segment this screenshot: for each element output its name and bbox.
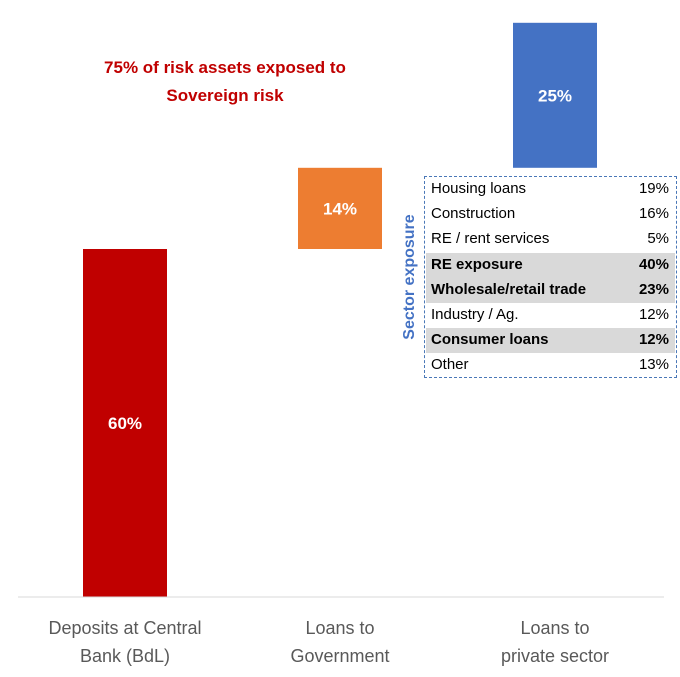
sector-row-value: 19% xyxy=(638,180,669,197)
sector-row-value: 23% xyxy=(638,280,669,298)
x-tick-label-line: private sector xyxy=(500,646,610,666)
sector-exposure-table: Housing loans 19% Construction 16% RE / rent… xyxy=(424,176,677,378)
data-label-2: 14% xyxy=(323,199,357,218)
x-tick-label-line: Loans to xyxy=(305,618,375,638)
bars-group: 60% 14% 25% xyxy=(83,22,597,597)
sector-row-value: 5% xyxy=(647,230,669,248)
sector-row: Industry / Ag. 12% xyxy=(426,303,675,328)
sector-row-label: RE exposure xyxy=(431,255,523,273)
bar-1 xyxy=(83,249,167,597)
x-tick-label-deposits: Deposits at Central Bank (BdL) xyxy=(25,614,225,670)
sector-row-value: 12% xyxy=(638,306,669,323)
bar-3 xyxy=(513,22,597,168)
sector-row: Other 13% xyxy=(426,353,675,378)
annotation-line-1: 75% of risk assets exposed to xyxy=(104,58,346,77)
data-label-3: 25% xyxy=(538,86,572,105)
sector-row-label: RE / rent services xyxy=(431,230,550,248)
sector-row: Housing loans 19% xyxy=(426,177,675,202)
annotation-line-2: Sovereign risk xyxy=(166,86,284,105)
sector-row-label: Housing loans xyxy=(431,180,527,197)
x-tick-label-line: Deposits at Central xyxy=(48,618,202,638)
sector-row: Consumer loans 12% xyxy=(426,328,675,354)
sector-row: RE exposure 40% xyxy=(426,252,675,278)
sector-row-label: Other xyxy=(431,356,469,374)
sector-row-value: 16% xyxy=(638,205,669,223)
sector-row-label: Consumer loans xyxy=(431,331,549,349)
sector-row: Wholesale/retail trade 23% xyxy=(426,277,675,303)
sector-row-label: Construction xyxy=(431,205,516,223)
sector-row: Construction 16% xyxy=(426,202,675,227)
x-tick-label-line: Loans to xyxy=(520,618,590,638)
sector-row-label: Industry / Ag. xyxy=(431,306,519,323)
bar-2 xyxy=(298,167,382,249)
x-tick-label-line: Government xyxy=(290,646,390,666)
sovereign-risk-annotation: 75% of risk assets exposed to Sovereign … xyxy=(60,54,390,110)
sector-row-value: 13% xyxy=(638,356,669,374)
sector-row: RE / rent services 5% xyxy=(426,227,675,252)
x-tick-label-line: Bank (BdL) xyxy=(79,646,171,666)
sector-row-value: 12% xyxy=(638,331,669,349)
sector-row-label: Wholesale/retail trade xyxy=(431,280,587,298)
sector-exposure-title: Sector exposure xyxy=(401,214,418,340)
x-tick-label-government: Loans to Government xyxy=(240,614,440,670)
data-label-1: 60% xyxy=(108,414,142,433)
sector-row-value: 40% xyxy=(638,255,669,273)
x-tick-label-private-sector: Loans to private sector xyxy=(455,614,655,670)
